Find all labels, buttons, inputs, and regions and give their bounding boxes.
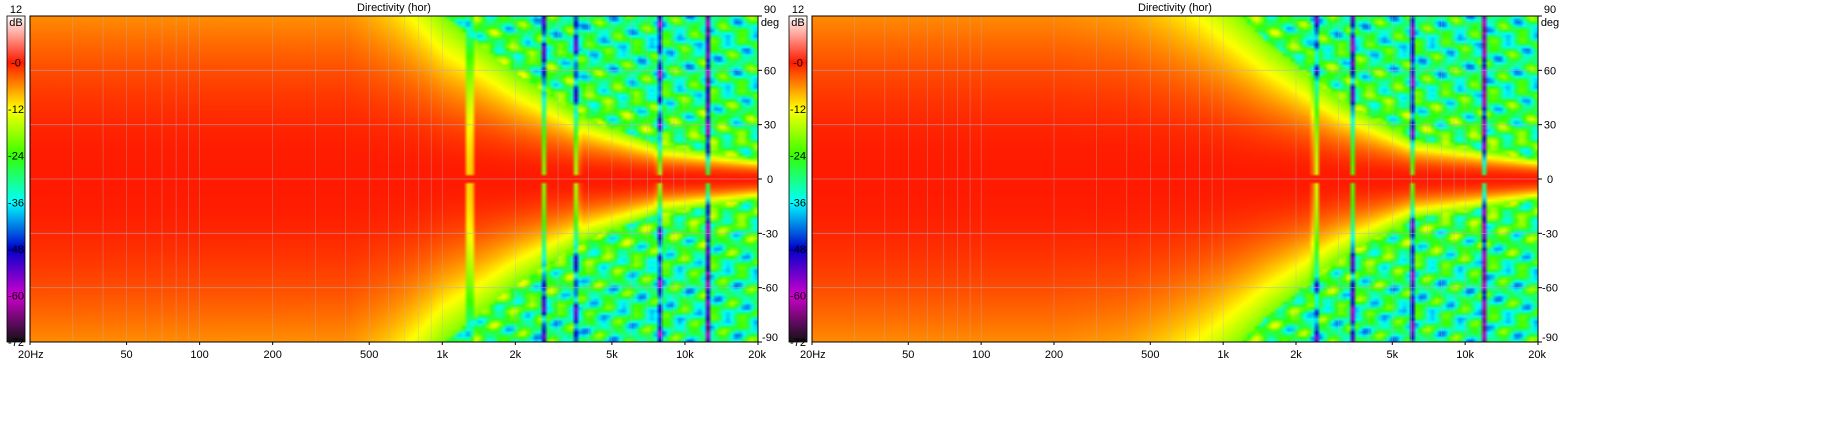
y-tick-label: 30 — [764, 120, 776, 132]
x-tick-label: 100 — [190, 349, 208, 361]
y-tick-label: -30 — [1542, 228, 1558, 240]
y-tick-label: -90 — [762, 332, 778, 344]
x-tick-label: 2k — [1290, 349, 1302, 361]
colorbar-tick-label: -12 — [8, 104, 24, 116]
colorbar-tick-label: -36 — [790, 197, 806, 209]
y-axis-unit: deg — [761, 17, 779, 29]
x-tick-label: 10k — [676, 349, 694, 361]
x-tick-label: 20k — [1528, 349, 1546, 361]
colorbar-tick-label: -12 — [790, 104, 806, 116]
y-tick-label: -90 — [1542, 332, 1558, 344]
x-tick-label: 10k — [1456, 349, 1474, 361]
colorbar — [6, 15, 26, 343]
y-axis-unit: deg — [1541, 17, 1559, 29]
colorbar-tick-label: 12 — [10, 4, 22, 16]
y-tick-label: -30 — [762, 228, 778, 240]
x-tick-label: 20Hz — [800, 349, 826, 361]
chart-title: Directivity (hor) — [1138, 2, 1212, 14]
x-tick-label: 200 — [1045, 349, 1063, 361]
colorbar-tick-label: -48 — [790, 244, 806, 256]
x-tick-label: 1k — [436, 349, 448, 361]
x-tick-label: 5k — [606, 349, 618, 361]
colorbar-tick-label: -24 — [790, 151, 806, 163]
colorbar-tick-label: -0 — [11, 58, 21, 70]
y-tick-label: 90 — [1544, 4, 1556, 16]
colorbar-unit: dB — [9, 17, 22, 29]
colorbar-unit: dB — [791, 17, 804, 29]
colorbar-tick-label: -60 — [8, 290, 24, 302]
directivity-panel-2: Directivity (hor) 12 -0 -12 -24 -36 -48 -60 -72 d… — [788, 2, 1559, 361]
x-tick-label: 5k — [1386, 349, 1398, 361]
colorbar-tick-label: -48 — [8, 244, 24, 256]
y-tick-label: 60 — [764, 65, 776, 77]
x-tick-label: 500 — [360, 349, 378, 361]
y-tick-label: 60 — [1544, 65, 1556, 77]
colorbar — [788, 15, 808, 343]
x-tick-label: 1k — [1217, 349, 1229, 361]
y-tick-label: 0 — [1547, 174, 1553, 186]
x-tick-label: 500 — [1141, 349, 1159, 361]
x-tick-label: 20k — [748, 349, 766, 361]
colorbar-tick-label: -36 — [8, 197, 24, 209]
y-tick-label: 0 — [767, 174, 773, 186]
x-tick-label: 50 — [902, 349, 914, 361]
directivity-panel-1: Directivity (hor) 12 -0 -12 -24 -36 -48 -60 -72 d… — [6, 2, 779, 361]
y-tick-label: 30 — [1544, 120, 1556, 132]
colorbar-tick-label: -0 — [793, 58, 803, 70]
colorbar-tick-label: -72 — [790, 337, 806, 349]
x-tick-label: 50 — [120, 349, 132, 361]
colorbar-tick-label: -72 — [8, 337, 24, 349]
x-tick-label: 20Hz — [18, 349, 44, 361]
x-tick-label: 2k — [510, 349, 522, 361]
colorbar-tick-label: 12 — [792, 4, 804, 16]
y-tick-label: -60 — [1542, 283, 1558, 295]
x-tick-label: 200 — [263, 349, 281, 361]
colorbar-tick-label: -60 — [790, 290, 806, 302]
chart-title: Directivity (hor) — [357, 2, 431, 14]
y-tick-label: 90 — [764, 4, 776, 16]
colorbar-tick-label: -24 — [8, 151, 24, 163]
grid — [811, 15, 1539, 343]
x-tick-label: 100 — [972, 349, 990, 361]
y-tick-label: -60 — [762, 283, 778, 295]
